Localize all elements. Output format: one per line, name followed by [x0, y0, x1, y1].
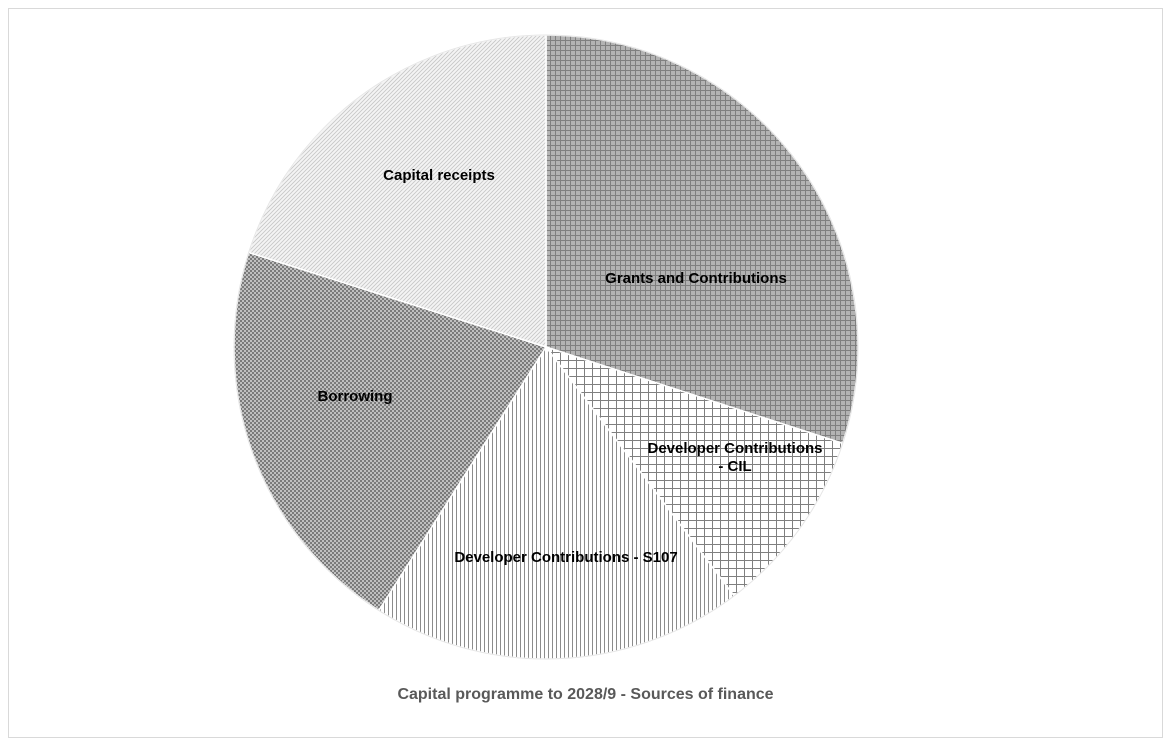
slice-label-5: Capital receipts: [383, 167, 495, 184]
slice-label-3: Developer Contributions - S107: [454, 549, 677, 566]
slice-label-4: Borrowing: [318, 388, 393, 405]
slice-label-2: Developer Contributions - CIL: [647, 440, 822, 475]
slice-label-1: Grants and Contributions: [605, 270, 787, 287]
pie-rim: [233, 34, 859, 660]
pie-slices: [233, 34, 859, 660]
pie-labels: Grants and Contributions Developer Contri…: [318, 167, 823, 566]
chart-title: Capital programme to 2028/9 - Sources of…: [397, 686, 774, 703]
